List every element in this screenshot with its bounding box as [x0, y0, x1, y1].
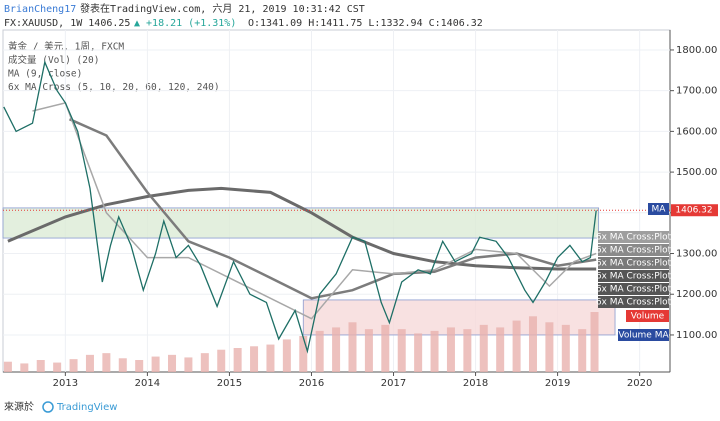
indicator-tag [598, 231, 669, 243]
legend-entry: 成交量 (Vol) (20) [8, 54, 99, 66]
y-tick-label: 1300.00 [676, 249, 717, 260]
indicator-label: 6x MA Cross:Plot [596, 298, 672, 308]
indicator-label: 6x MA Cross:Plot [596, 246, 672, 256]
volume-bar [85, 354, 94, 372]
indicator-tag [598, 283, 669, 295]
indicator-tag [598, 270, 669, 282]
volume-bar [184, 357, 193, 372]
volume-bar [3, 361, 12, 372]
y-tick-label: 1700.00 [676, 86, 717, 97]
x-tick-label: 2015 [217, 378, 242, 389]
legend-entry: MA (9, close) [8, 69, 82, 80]
volume-bar [414, 333, 423, 372]
y-tick-label: 1100.00 [676, 330, 717, 341]
volume-bar [561, 324, 570, 372]
y-tick-label: 1600.00 [676, 126, 717, 137]
y-tick-label: 1200.00 [676, 289, 717, 300]
legend-entry: 6x MA Cross (5, 10, 20, 60, 120, 240) [8, 82, 220, 93]
symbol: FX:XAUUSD, 1W 1406.25 [4, 18, 130, 29]
volume-bar [446, 327, 455, 372]
indicator-tag [598, 257, 669, 269]
legend-entry: 黃金 / 美元, 1周, FXCM [8, 41, 124, 53]
volume-bar [348, 322, 357, 372]
x-tick-label: 2019 [545, 378, 570, 389]
indicator-label: 6x MA Cross:Plot [596, 285, 672, 295]
y-tick-label: 1800.00 [676, 45, 717, 56]
footer-brand[interactable]: TradingView [56, 402, 117, 413]
volume-bar [53, 362, 62, 372]
x-tick-label: 2016 [299, 378, 324, 389]
change: ▲ +18.21 (+1.31%) [134, 18, 236, 29]
volume-bar [381, 324, 390, 372]
volume-bar [250, 346, 259, 372]
indicator-tag [598, 244, 669, 256]
volume-bar [545, 322, 554, 372]
y-tick-label: 1500.00 [676, 167, 717, 178]
indicator-label: Volume [631, 312, 665, 322]
x-tick-label: 2018 [463, 378, 488, 389]
logo [42, 401, 54, 413]
volume-bar [578, 329, 587, 372]
volume-bar [496, 327, 505, 372]
x-tick-label: 2014 [135, 378, 160, 389]
volume-bar [479, 324, 488, 372]
volume-bar [332, 327, 341, 372]
indicator-label: Volume MA [618, 331, 669, 341]
indicator-label: 6x MA Cross:Plot [596, 233, 672, 243]
indicator-tag [648, 203, 669, 215]
volume-bar [118, 358, 127, 372]
volume-bar [36, 360, 45, 372]
indicator-tag [618, 329, 669, 341]
zone [2, 207, 600, 239]
volume-bar [315, 330, 324, 372]
last-price-tag [671, 204, 718, 217]
volume-bar [233, 348, 242, 372]
volume-bar [135, 360, 144, 372]
volume-bar [463, 329, 472, 372]
volume-bar [69, 359, 78, 372]
volume-bar [266, 344, 275, 372]
volume-bar [528, 316, 537, 372]
x-tick-label: 2020 [627, 378, 652, 389]
indicator-tag [598, 296, 669, 308]
volume-bar [364, 329, 373, 372]
series-line [3, 60, 597, 354]
volume-bar [217, 349, 226, 372]
volume-bar [590, 312, 599, 372]
series-line [7, 186, 597, 271]
author[interactable]: BrianCheng17 [4, 4, 76, 15]
indicator-label: MA [652, 205, 667, 215]
indicator-label: 6x MA Cross:Plot [596, 259, 672, 269]
volume-bar [397, 329, 406, 372]
footer-source: 來源於 [4, 400, 34, 413]
published: 發表在TradingView.com, 六月 21, 2019 10:31:42… [80, 2, 365, 15]
last-price-label: 1406.32 [675, 206, 712, 216]
volume-bar [168, 354, 177, 372]
volume-bar [430, 330, 439, 372]
volume-bar [102, 353, 111, 372]
volume-bar [200, 353, 209, 372]
ohlc: O:1341.09 H:1411.75 L:1332.94 C:1406.32 [248, 18, 483, 29]
indicator-tag [626, 310, 669, 322]
indicator-label: 6x MA Cross:Plot [596, 272, 672, 282]
volume-bar [151, 356, 160, 372]
volume-bar [282, 339, 291, 372]
volume-bar [512, 320, 521, 372]
volume-bar [299, 336, 308, 372]
x-tick-label: 2017 [381, 378, 406, 389]
volume-bar [20, 363, 29, 372]
x-tick-label: 2013 [53, 378, 78, 389]
